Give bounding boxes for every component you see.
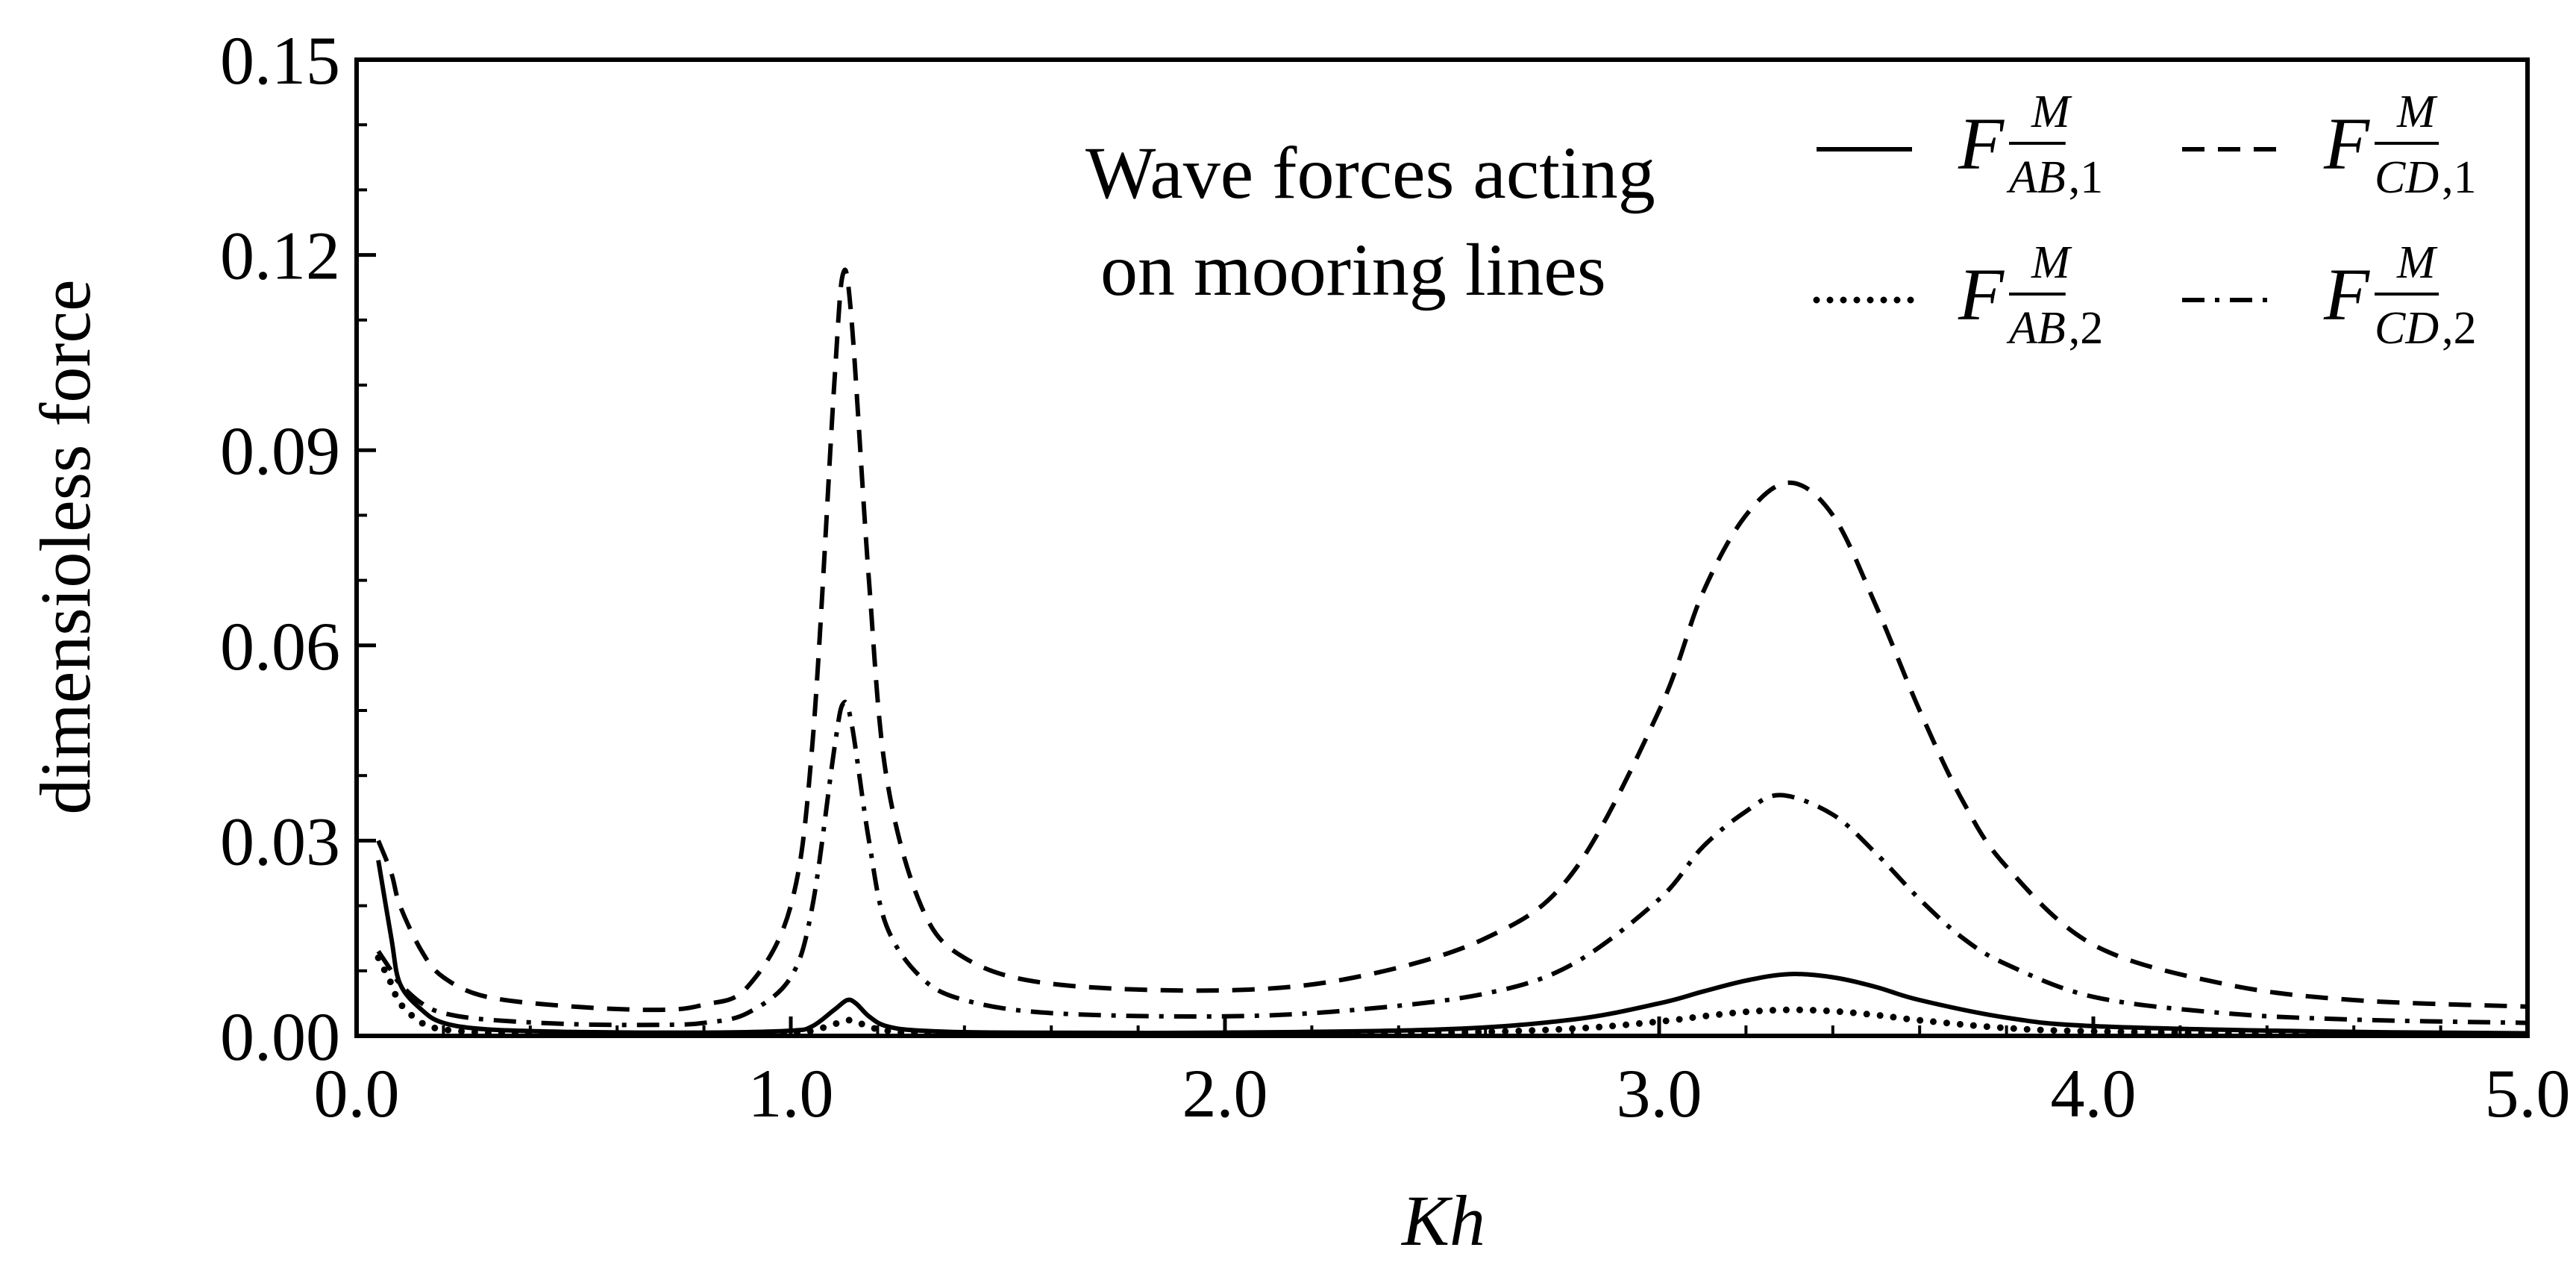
legend-symbol: F	[2323, 102, 2370, 185]
y-tick-label: 0.12	[220, 218, 340, 294]
legend-superscript: M	[2031, 237, 2072, 288]
legend-index: ,1	[2442, 152, 2477, 203]
legend-superscript: M	[2396, 237, 2438, 288]
ticks: 0.0 1.0 2.0 3.0 4.0 5.0 0.00 0.03 0.06 0.09 0.12 0.…	[220, 22, 2571, 1131]
legend-subscript: CD	[2375, 152, 2439, 203]
plot-frame	[354, 57, 2530, 1038]
x-tick-label: 1.0	[748, 1055, 834, 1131]
legend: F MAB ,1F MAB ,2F MCD ,1F MCD ,2	[1813, 87, 2477, 354]
legend-subscript: AB	[2006, 152, 2066, 203]
legend-superscript: M	[2031, 87, 2072, 137]
legend-subscript: AB	[2006, 303, 2066, 354]
series-lines	[375, 267, 2531, 1038]
legend-superscript: M	[2396, 87, 2438, 137]
legend-symbol: F	[1958, 102, 2005, 185]
x-tick-label: 2.0	[1182, 1055, 1268, 1131]
series-line-3	[376, 267, 2528, 1013]
annotation-line-1: Wave forces acting	[1085, 131, 1655, 214]
x-tick-label: 4.0	[2051, 1055, 2137, 1131]
x-tick-label: 3.0	[1617, 1055, 1702, 1131]
x-tick-label: 5.0	[2485, 1055, 2571, 1131]
y-tick-label: 0.00	[220, 999, 340, 1075]
legend-index: ,1	[2069, 152, 2104, 203]
y-tick-label: 0.03	[220, 803, 340, 879]
annotation-line-2: on mooring lines	[1100, 228, 1606, 311]
y-tick-label: 0.06	[220, 608, 340, 684]
legend-symbol: F	[2323, 253, 2370, 336]
x-tick-label: 0.0	[314, 1055, 400, 1131]
legend-subscript: CD	[2375, 303, 2439, 354]
legend-index: ,2	[2442, 303, 2477, 354]
y-axis-title: dimensioless force	[25, 279, 105, 814]
series-line-2	[375, 954, 2531, 1038]
y-tick-label: 0.09	[220, 413, 340, 489]
legend-index: ,2	[2069, 303, 2104, 354]
x-axis-title: Kh	[1400, 1181, 1485, 1261]
y-tick-label: 0.15	[220, 22, 340, 99]
legend-symbol: F	[1958, 253, 2005, 336]
series-line-4	[376, 699, 2528, 1028]
